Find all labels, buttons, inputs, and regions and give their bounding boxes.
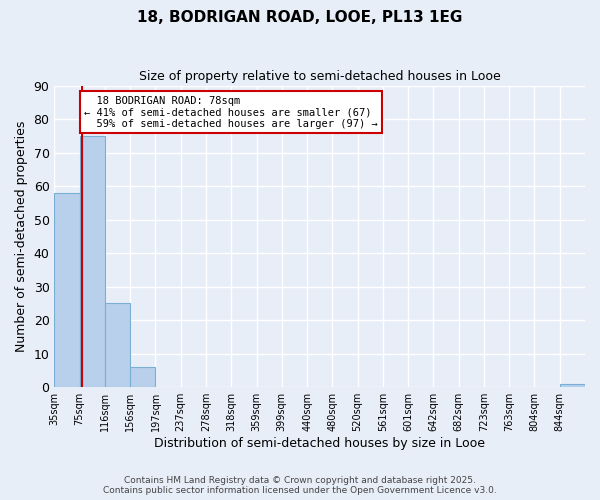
Bar bbox=[130, 367, 155, 387]
Bar bbox=[105, 304, 130, 387]
Text: Contains HM Land Registry data © Crown copyright and database right 2025.
Contai: Contains HM Land Registry data © Crown c… bbox=[103, 476, 497, 495]
Bar bbox=[560, 384, 585, 387]
Bar bbox=[55, 193, 80, 387]
Title: Size of property relative to semi-detached houses in Looe: Size of property relative to semi-detach… bbox=[139, 70, 500, 83]
Y-axis label: Number of semi-detached properties: Number of semi-detached properties bbox=[15, 120, 28, 352]
Bar bbox=[80, 136, 105, 387]
X-axis label: Distribution of semi-detached houses by size in Looe: Distribution of semi-detached houses by … bbox=[154, 437, 485, 450]
Text: 18, BODRIGAN ROAD, LOOE, PL13 1EG: 18, BODRIGAN ROAD, LOOE, PL13 1EG bbox=[137, 10, 463, 25]
Text: 18 BODRIGAN ROAD: 78sqm
← 41% of semi-detached houses are smaller (67)
  59% of : 18 BODRIGAN ROAD: 78sqm ← 41% of semi-de… bbox=[84, 96, 378, 129]
